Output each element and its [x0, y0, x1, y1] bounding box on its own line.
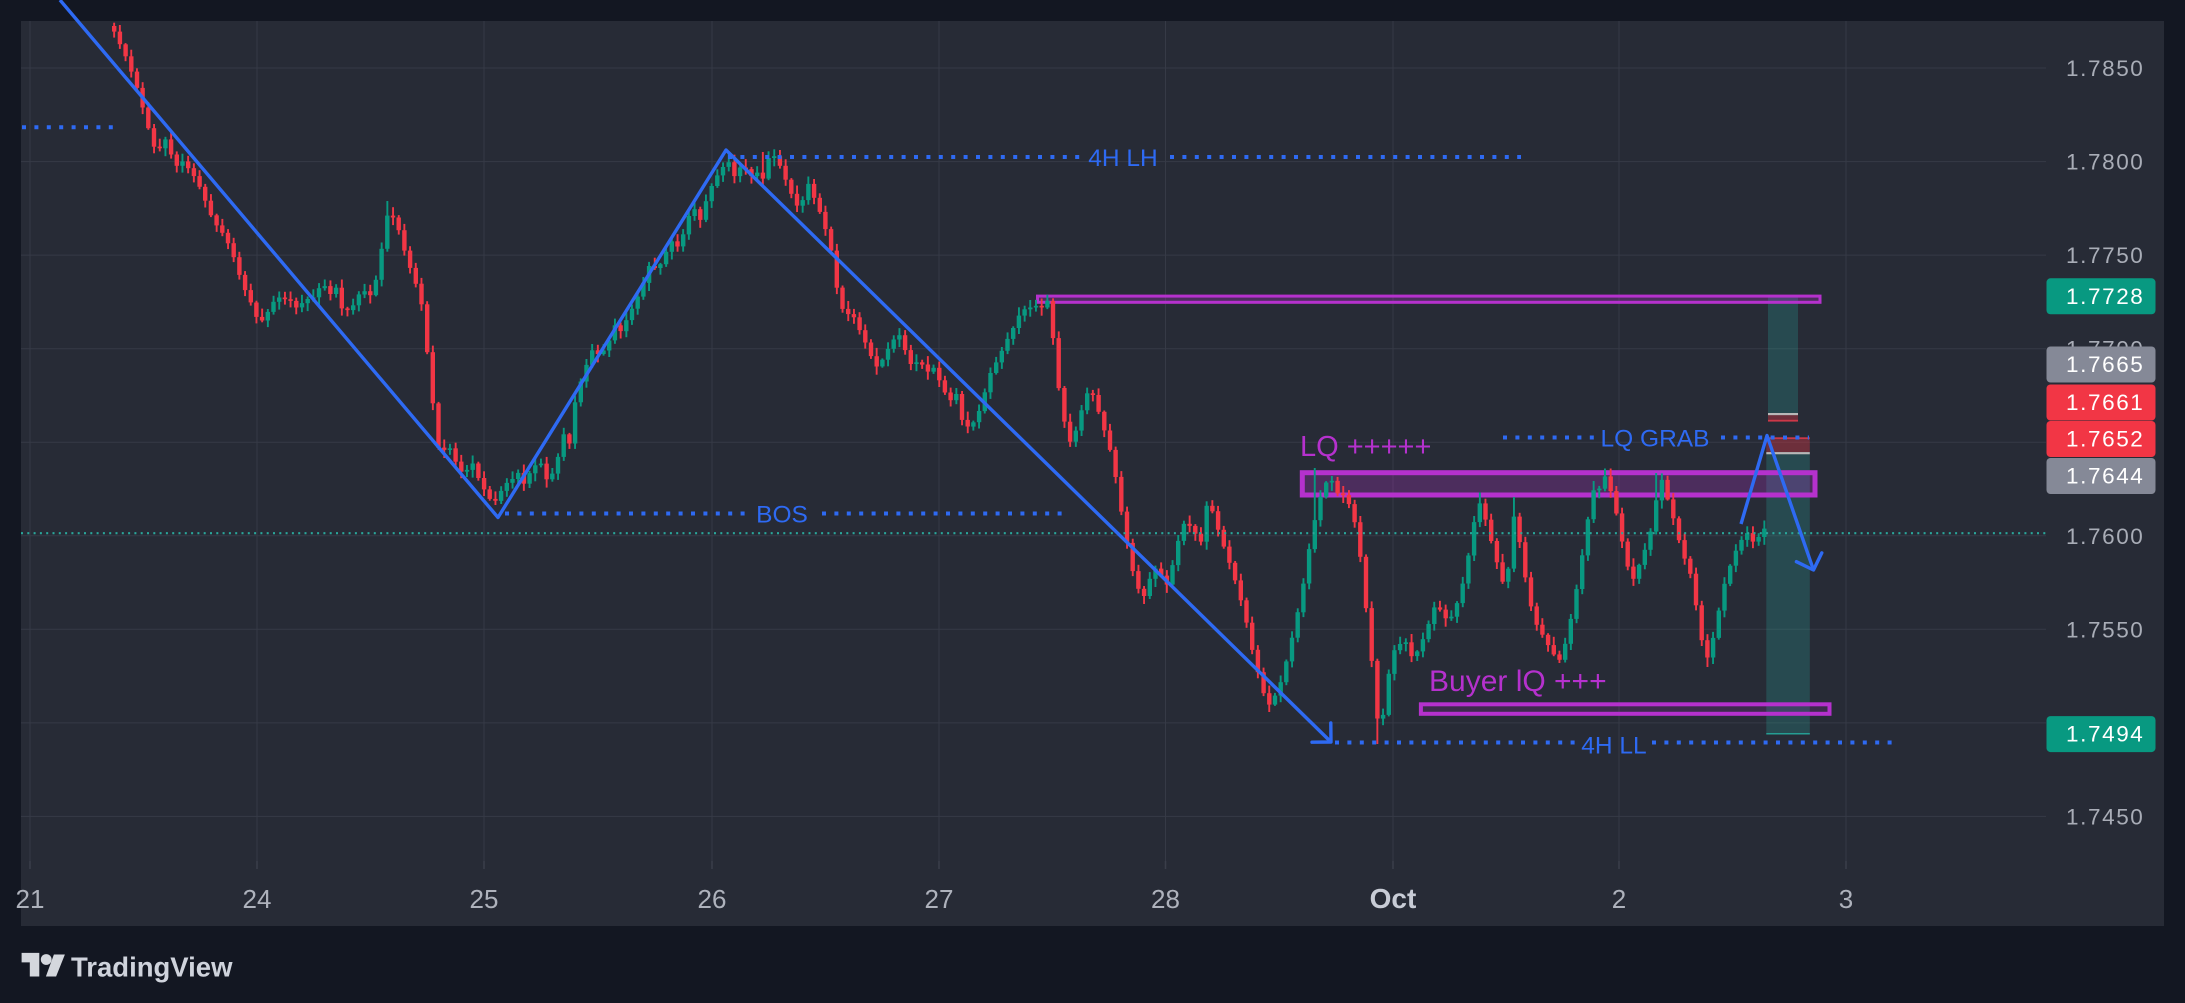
svg-text:BOS: BOS	[756, 502, 808, 529]
svg-text:4H LL: 4H LL	[1581, 733, 1646, 760]
svg-text:1.7450: 1.7450	[2066, 804, 2144, 829]
svg-text:21: 21	[16, 884, 45, 914]
svg-text:TradingView: TradingView	[71, 952, 233, 983]
svg-text:1.7850: 1.7850	[2066, 56, 2144, 81]
svg-text:1.7644: 1.7644	[2066, 464, 2144, 489]
svg-text:1.7661: 1.7661	[2066, 390, 2144, 415]
svg-text:1.7652: 1.7652	[2066, 427, 2144, 452]
svg-text:1.7550: 1.7550	[2066, 617, 2144, 642]
svg-text:26: 26	[698, 884, 727, 914]
svg-text:2: 2	[1612, 884, 1626, 914]
svg-text:1.7494: 1.7494	[2066, 722, 2144, 747]
svg-text:3: 3	[1839, 884, 1853, 914]
svg-text:LQ +++++: LQ +++++	[1300, 431, 1431, 463]
svg-text:24: 24	[243, 884, 272, 914]
svg-text:1.7800: 1.7800	[2066, 150, 2144, 175]
svg-text:Oct: Oct	[1370, 883, 1417, 914]
svg-text:1.7665: 1.7665	[2066, 352, 2144, 377]
svg-text:1.7750: 1.7750	[2066, 243, 2144, 268]
svg-text:28: 28	[1151, 884, 1180, 914]
svg-text:25: 25	[470, 884, 499, 914]
svg-text:27: 27	[925, 884, 954, 914]
svg-text:Buyer lQ +++: Buyer lQ +++	[1429, 665, 1607, 698]
svg-text:1.7600: 1.7600	[2066, 524, 2144, 549]
svg-text:4H LH: 4H LH	[1088, 145, 1157, 172]
svg-text:1.7728: 1.7728	[2066, 284, 2144, 309]
svg-text:LQ GRAB: LQ GRAB	[1601, 426, 1710, 453]
